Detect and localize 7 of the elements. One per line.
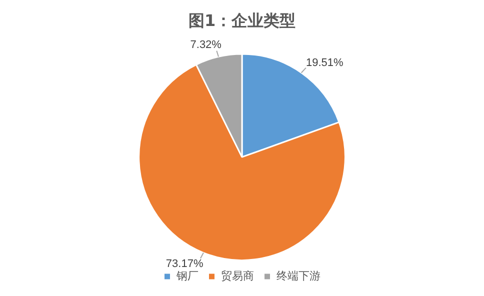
chart-title: 图1：企业类型 (188, 10, 296, 30)
legend-label: 钢厂 (175, 269, 198, 282)
data-label: 7.32% (190, 39, 222, 52)
legend-label: 终端下游 (276, 269, 320, 282)
data-label: 73.17% (166, 258, 204, 270)
data-label: 19.51% (306, 56, 344, 69)
legend-label: 贸易商 (220, 269, 254, 282)
